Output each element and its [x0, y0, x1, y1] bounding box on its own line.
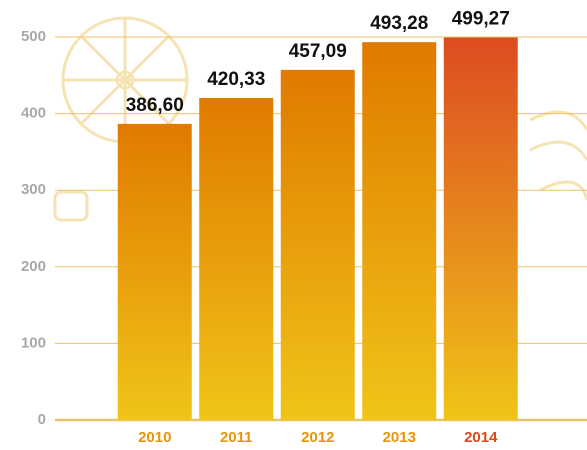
bar	[280, 69, 355, 421]
bar	[443, 37, 518, 421]
value-label: 386,60	[126, 95, 184, 116]
value-label: 493,28	[370, 13, 428, 34]
y-tick-label: 0	[38, 411, 46, 428]
y-tick-label: 200	[21, 258, 46, 275]
bar	[117, 123, 192, 420]
bar	[199, 98, 274, 420]
x-tick-label: 2011	[220, 429, 253, 446]
y-tick-label: 300	[21, 181, 46, 198]
x-tick-label: 2010	[138, 429, 171, 446]
bar	[362, 42, 437, 420]
y-tick-label: 400	[21, 105, 46, 122]
x-tick-label: 2012	[301, 429, 334, 446]
value-label: 499,27	[452, 9, 510, 30]
value-label: 457,09	[289, 41, 347, 62]
y-tick-label: 500	[21, 28, 46, 45]
value-label: 420,33	[207, 69, 265, 90]
x-tick-label: 2014	[464, 429, 498, 446]
y-tick-label: 100	[21, 334, 46, 351]
x-tick-label: 2013	[383, 429, 416, 446]
